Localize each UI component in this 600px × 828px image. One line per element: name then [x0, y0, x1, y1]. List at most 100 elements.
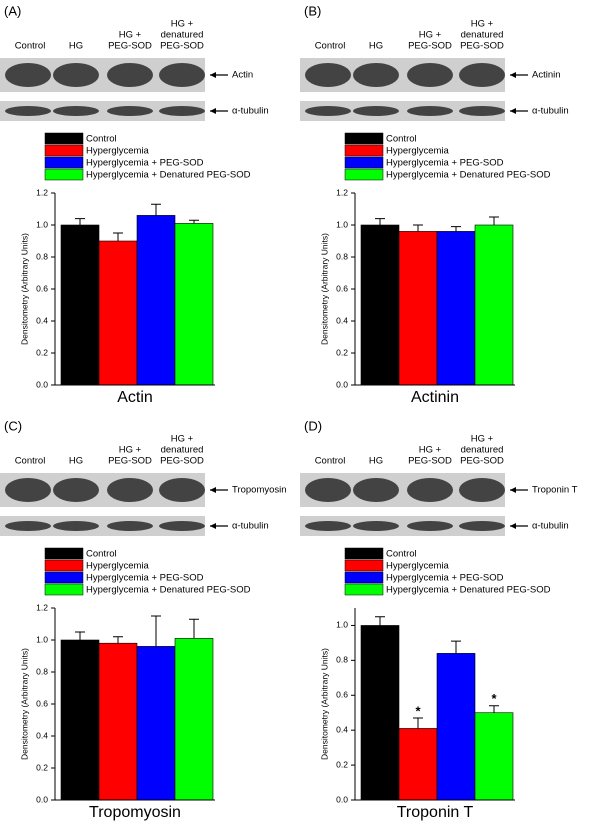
- arrow-head: [210, 72, 216, 78]
- bar: [98, 240, 138, 386]
- bar: [436, 231, 476, 386]
- legend-swatch: [344, 168, 384, 181]
- error-bar: [113, 232, 123, 241]
- lane-label: HG +: [171, 19, 194, 30]
- lane-label: HG: [369, 456, 383, 467]
- blot-band: [305, 106, 351, 116]
- lane-label: PEG-SOD: [460, 456, 504, 467]
- bar: [474, 224, 514, 386]
- arrow-head: [210, 523, 216, 529]
- legend-label: Hyperglycemia + PEG-SOD: [386, 158, 504, 169]
- legend-label: Hyperglycemia + PEG-SOD: [386, 573, 504, 584]
- blot-band: [5, 521, 51, 531]
- error-bar: [75, 218, 85, 225]
- error-bar: [375, 218, 385, 225]
- lane-label: HG +: [471, 19, 494, 30]
- y-tick-label: 0.0: [336, 794, 348, 804]
- chart-title: Actinin: [411, 389, 459, 406]
- lane-label: HG +: [119, 445, 142, 456]
- blot-band: [5, 63, 51, 87]
- legend-label: Hyperglycemia: [86, 561, 150, 572]
- blot-band: [53, 478, 99, 502]
- blot-band: [353, 521, 399, 531]
- blot-band: [459, 521, 505, 531]
- blot-band: [159, 106, 205, 116]
- error-bar: [189, 219, 199, 224]
- blot-band: [459, 478, 505, 502]
- blot-band: [159, 63, 205, 87]
- legend-label: Hyperglycemia + Denatured PEG-SOD: [86, 170, 251, 181]
- blot-label: α-tubulin: [532, 521, 569, 532]
- panel-label: (C): [4, 418, 22, 433]
- legend-swatch: [44, 571, 84, 584]
- blot-band: [159, 521, 205, 531]
- blot-band: [107, 63, 153, 87]
- error-bar: [151, 615, 161, 647]
- legend-swatch: [344, 547, 384, 560]
- y-tick-label: 1.2: [336, 187, 348, 197]
- legend-label: Hyperglycemia + PEG-SOD: [86, 573, 204, 584]
- chart-title: Tropomyosin: [89, 804, 181, 821]
- y-tick-label: 0.0: [336, 379, 348, 389]
- error-bar: [413, 717, 423, 729]
- y-tick-label: 0.4: [36, 730, 48, 740]
- y-tick-label: 0.8: [36, 251, 48, 261]
- y-tick-label: 1.0: [36, 219, 48, 229]
- lane-label: HG +: [119, 30, 142, 41]
- blot-band: [5, 106, 51, 116]
- error-bar: [489, 216, 499, 225]
- blot-label: α-tubulin: [232, 106, 269, 117]
- blot-band: [353, 478, 399, 502]
- blot-band: [459, 63, 505, 87]
- blot-label: α-tubulin: [532, 106, 569, 117]
- blot-label: Actin: [232, 70, 253, 81]
- arrow-head: [510, 72, 516, 78]
- legend-label: Hyperglycemia + Denatured PEG-SOD: [386, 585, 551, 596]
- legend-label: Control: [86, 549, 117, 560]
- legend-label: Hyperglycemia + Denatured PEG-SOD: [86, 585, 251, 596]
- lane-label: HG: [69, 41, 83, 52]
- legend-label: Control: [386, 134, 417, 145]
- legend-label: Hyperglycemia: [386, 561, 450, 572]
- blot-label: Actinin: [532, 70, 561, 81]
- significance-marker: *: [415, 703, 421, 718]
- bar: [174, 223, 214, 386]
- lane-label: PEG-SOD: [160, 456, 204, 467]
- legend-swatch: [344, 583, 384, 596]
- lane-label: HG +: [419, 30, 442, 41]
- legend-swatch: [44, 168, 84, 181]
- legend-swatch: [44, 583, 84, 596]
- error-bar: [489, 705, 499, 713]
- y-tick-label: 0.6: [336, 690, 348, 700]
- error-bar: [375, 616, 385, 626]
- error-bar: [75, 631, 85, 640]
- lane-label: HG: [69, 456, 83, 467]
- arrow-head: [510, 108, 516, 114]
- blot-band: [53, 521, 99, 531]
- error-bar: [451, 226, 461, 232]
- blot-band: [305, 521, 351, 531]
- blot-band: [305, 478, 351, 502]
- lane-label: HG: [369, 41, 383, 52]
- y-tick-label: 1.2: [36, 187, 48, 197]
- lane-label: PEG-SOD: [160, 41, 204, 52]
- bar: [360, 224, 400, 386]
- chart-title: Actin: [117, 389, 153, 406]
- legend-label: Control: [386, 549, 417, 560]
- blot-strip: [0, 101, 205, 121]
- blot-strip: [300, 101, 505, 121]
- legend-swatch: [344, 132, 384, 145]
- y-tick-label: 0.4: [336, 724, 348, 734]
- y-tick-label: 0.2: [36, 762, 48, 772]
- legend-label: Control: [86, 134, 117, 145]
- blot-band: [407, 478, 453, 502]
- chart-title: Troponin T: [397, 804, 474, 821]
- blot-band: [53, 106, 99, 116]
- lane-label: HG +: [171, 434, 194, 445]
- bar: [136, 646, 176, 801]
- legend-label: Hyperglycemia: [386, 146, 450, 157]
